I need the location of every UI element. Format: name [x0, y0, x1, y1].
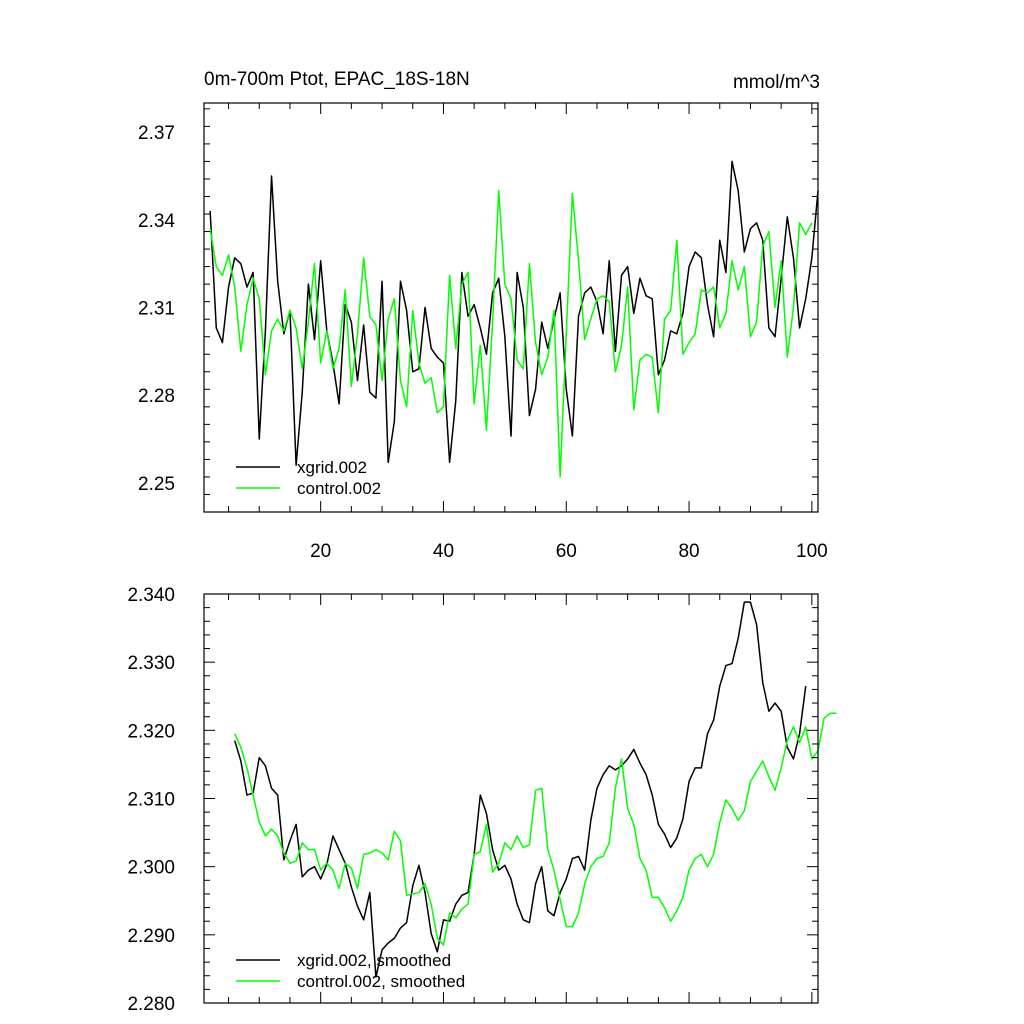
series-layer	[233, 601, 837, 978]
y-tick-label: 2.37	[138, 123, 175, 144]
tick-layer: 20 40 60 80 100 2.25 2.28 2.31 2.34 2.37	[138, 103, 828, 562]
y-tick-label: 2.25	[138, 474, 175, 495]
top-chart: 0m-700m Ptot, EPAC_18S-18N mmol/m^3 20 40…	[138, 69, 828, 562]
plot-frame	[203, 593, 819, 1004]
legend-label: xgrid.002, smoothed	[297, 951, 451, 970]
series-line	[234, 712, 837, 946]
plot-frame	[203, 102, 819, 513]
tick-layer: 2.280 2.290 2.300 2.310 2.320 2.330 2.340	[127, 585, 818, 1015]
legend: xgrid.002 control.002	[236, 458, 381, 498]
series-line	[209, 160, 819, 467]
x-tick-label: 80	[678, 541, 699, 562]
y-tick-label: 2.340	[127, 585, 175, 606]
bottom-chart: 2.280 2.290 2.300 2.310 2.320 2.330 2.340 xgri…	[127, 585, 837, 1015]
y-tick-label: 2.310	[127, 790, 175, 811]
x-tick-label: 100	[796, 541, 828, 562]
x-tick-label: 60	[556, 541, 577, 562]
series-line	[233, 601, 807, 978]
y-tick-label: 2.34	[138, 211, 175, 232]
x-tick-label: 20	[310, 541, 331, 562]
legend: xgrid.002, smoothed control.002, smoothed	[236, 951, 465, 991]
chart-title: 0m-700m Ptot, EPAC_18S-18N	[204, 69, 470, 90]
y-tick-label: 2.28	[138, 386, 175, 407]
x-tick-label: 40	[433, 541, 454, 562]
y-tick-label: 2.330	[127, 653, 175, 674]
legend-label: control.002, smoothed	[297, 972, 465, 991]
y-tick-label: 2.280	[127, 994, 175, 1015]
chart-units: mmol/m^3	[733, 72, 820, 93]
legend-label: xgrid.002	[297, 458, 367, 477]
series-layer	[209, 160, 819, 478]
y-tick-label: 2.31	[138, 299, 175, 320]
y-tick-label: 2.300	[127, 858, 175, 879]
y-tick-label: 2.320	[127, 721, 175, 742]
y-tick-label: 2.290	[127, 926, 175, 947]
legend-label: control.002	[297, 479, 381, 498]
series-line	[209, 189, 813, 478]
